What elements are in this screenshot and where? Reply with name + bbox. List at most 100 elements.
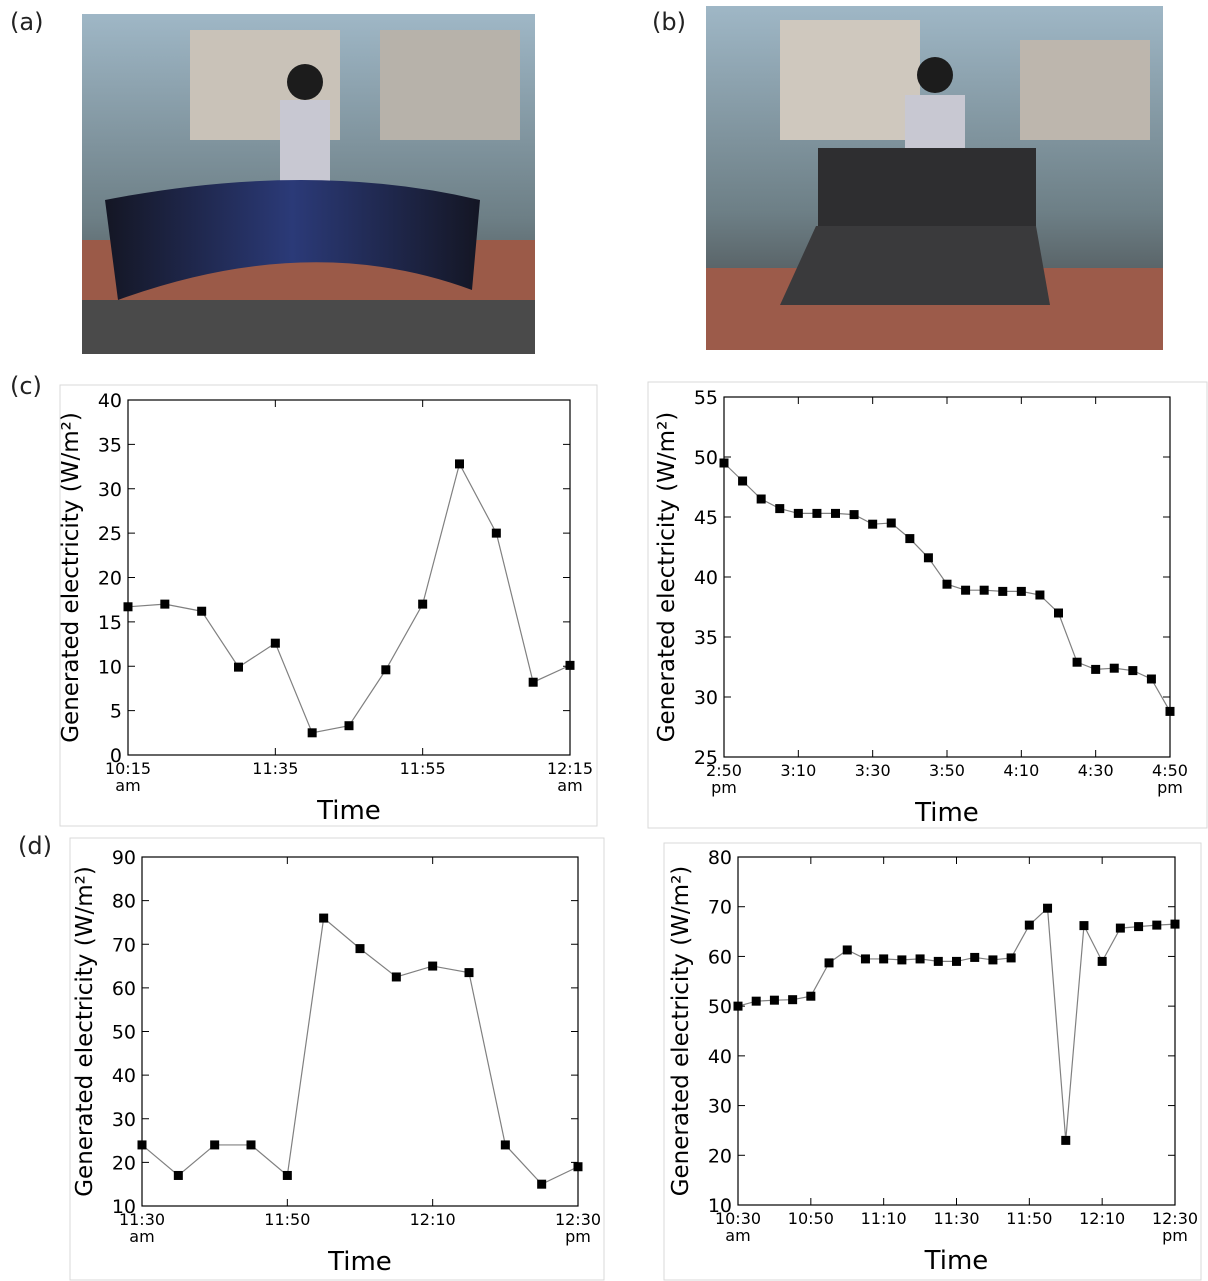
data-point — [806, 991, 816, 1001]
data-line — [127, 462, 571, 734]
x-tick-label: 3:10 — [780, 761, 817, 780]
data-point — [464, 968, 474, 978]
chart-frame — [663, 842, 1202, 1281]
data-point — [942, 579, 952, 589]
x-axis-title: Time — [924, 1246, 989, 1276]
data-point — [775, 504, 785, 514]
data-point — [1109, 663, 1119, 673]
y-axis-title: Generated electricity (W/m²) — [654, 412, 680, 743]
data-point — [756, 494, 766, 504]
y-tick-label: 30 — [98, 479, 122, 501]
y-tick-label: 80 — [112, 891, 136, 913]
data-point — [769, 995, 779, 1005]
y-tick-label: 70 — [112, 934, 136, 956]
data-point — [1035, 590, 1045, 600]
data-point — [1170, 919, 1180, 929]
data-line — [737, 906, 1176, 1141]
y-tick-label: 10 — [708, 1195, 732, 1217]
data-point — [1006, 953, 1016, 963]
x-tick-label: 2:50 pm — [706, 761, 742, 797]
data-point — [860, 954, 870, 964]
data-point — [197, 606, 207, 616]
data-point — [319, 913, 329, 923]
y-axis-title: Generated electricity (W/m²) — [58, 412, 84, 743]
data-point — [897, 955, 907, 965]
y-tick-label: 25 — [694, 747, 718, 769]
data-point — [210, 1140, 220, 1150]
x-tick-label: 11:30 — [933, 1209, 980, 1228]
data-point — [933, 956, 943, 966]
photo-a — [82, 14, 535, 354]
data-point — [1054, 608, 1063, 618]
data-point — [234, 662, 243, 672]
data-point — [952, 956, 961, 966]
x-tick-label: 11:50 — [264, 1210, 311, 1229]
data-point — [879, 954, 889, 964]
x-tick-label: 11:35 — [252, 759, 299, 778]
x-tick-label: 3:50 — [929, 761, 965, 780]
data-point — [381, 665, 391, 675]
x-tick-label: 11:30 am — [118, 1210, 166, 1246]
x-tick-label: 10:30 am — [714, 1209, 762, 1245]
data-point — [1134, 922, 1144, 932]
panel-label: (b) — [652, 8, 686, 36]
data-point — [793, 508, 803, 518]
panel-label: (c) — [10, 372, 42, 400]
data-point — [173, 1170, 183, 1180]
data-point — [391, 972, 401, 982]
data-point — [1079, 921, 1089, 931]
data-point — [246, 1140, 256, 1150]
y-tick-label: 50 — [112, 1022, 136, 1044]
y-tick-label: 50 — [708, 996, 732, 1018]
data-point — [886, 518, 896, 528]
x-tick-label: 4:50 pm — [1152, 761, 1188, 797]
y-tick-label: 0 — [110, 745, 122, 767]
x-tick-label: 11:50 — [1006, 1209, 1053, 1228]
y-tick-label: 80 — [708, 847, 732, 869]
chart-frame — [647, 381, 1208, 829]
x-tick-label: 4:10 — [1003, 761, 1040, 780]
data-point — [1165, 706, 1175, 716]
data-point — [123, 602, 133, 612]
data-point — [565, 660, 575, 670]
data-point — [842, 945, 852, 955]
data-point — [491, 528, 501, 538]
y-tick-label: 70 — [708, 897, 732, 919]
data-point — [738, 476, 748, 486]
y-tick-label: 10 — [112, 1196, 136, 1218]
x-tick-label: 12:30 pm — [1151, 1209, 1199, 1245]
data-point — [905, 534, 915, 544]
data-point — [923, 553, 933, 563]
data-point — [418, 599, 428, 609]
data-point — [868, 519, 878, 529]
data-point — [1016, 586, 1026, 596]
y-tick-label: 35 — [98, 434, 122, 456]
x-axis-title: Time — [316, 796, 381, 826]
x-tick-label: 10:50 — [787, 1209, 834, 1228]
x-tick-label: 12:30 pm — [554, 1210, 602, 1246]
y-tick-label: 30 — [708, 1096, 732, 1118]
data-point — [988, 955, 998, 965]
x-tick-label: 12:15 am — [546, 759, 594, 795]
y-axis-title: Generated electricity (W/m²) — [668, 866, 694, 1197]
y-tick-label: 10 — [98, 656, 122, 678]
y-tick-label: 20 — [708, 1145, 732, 1167]
x-axis-title: Time — [914, 798, 979, 828]
plot-area — [723, 396, 1171, 758]
chart-frame — [59, 384, 598, 827]
data-point — [355, 944, 365, 954]
data-line — [141, 916, 579, 1185]
y-tick-label: 60 — [708, 946, 732, 968]
data-point — [344, 721, 354, 731]
y-tick-label: 50 — [694, 447, 718, 469]
data-point — [812, 508, 822, 518]
data-point — [1043, 903, 1053, 913]
data-point — [1128, 666, 1138, 676]
data-point — [573, 1162, 583, 1172]
data-point — [719, 458, 729, 468]
y-tick-label: 60 — [112, 978, 136, 1000]
data-point — [788, 995, 798, 1005]
x-axis-title: Time — [327, 1247, 392, 1277]
